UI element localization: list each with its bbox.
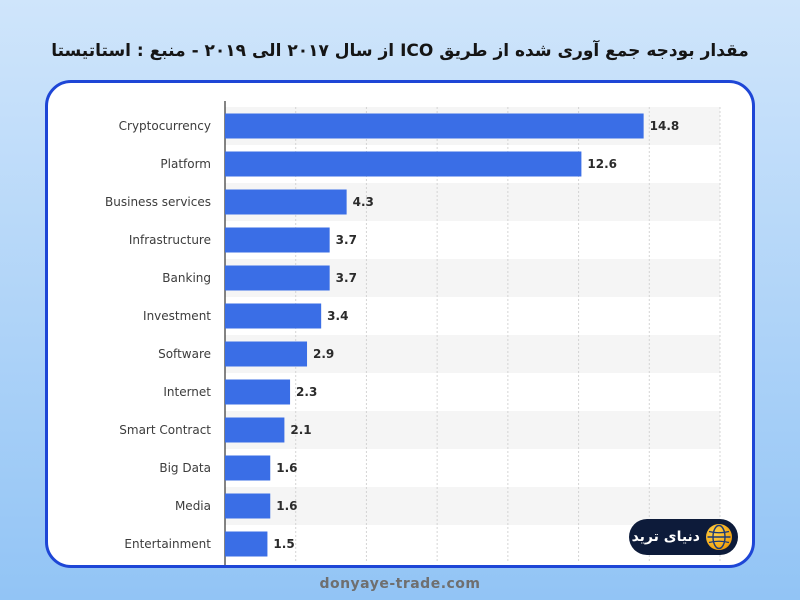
bar bbox=[225, 189, 347, 215]
brand-logo: دنیای ترید bbox=[629, 519, 738, 555]
value-label: 2.9 bbox=[313, 347, 334, 361]
value-label: 4.3 bbox=[353, 195, 374, 209]
category-label: Business services bbox=[105, 195, 211, 209]
brand-logo-text: دنیای ترید bbox=[631, 529, 700, 545]
bar bbox=[225, 227, 330, 253]
category-label: Infrastructure bbox=[129, 233, 211, 247]
site-url: donyaye-trade.com bbox=[319, 576, 481, 592]
category-label: Entertainment bbox=[124, 537, 211, 551]
category-label: Cryptocurrency bbox=[119, 119, 211, 133]
globe-icon bbox=[706, 524, 732, 550]
value-label: 3.4 bbox=[327, 309, 348, 323]
row-band bbox=[225, 411, 720, 449]
value-label: 12.6 bbox=[587, 157, 617, 171]
bar bbox=[225, 113, 644, 139]
bar bbox=[225, 341, 308, 367]
category-label: Media bbox=[175, 499, 211, 513]
bar bbox=[225, 265, 330, 291]
bar bbox=[225, 455, 271, 481]
page-title: مقدار بودجه جمع آوری شده از طریق ICO از … bbox=[51, 41, 749, 61]
value-label: 2.1 bbox=[290, 423, 311, 437]
value-label: 14.8 bbox=[650, 119, 680, 133]
value-label: 1.5 bbox=[273, 537, 294, 551]
category-label: Software bbox=[158, 347, 211, 361]
row-band bbox=[225, 487, 720, 525]
category-label: Internet bbox=[163, 385, 211, 399]
bar bbox=[225, 417, 285, 443]
value-label: 3.7 bbox=[336, 233, 357, 247]
value-label: 1.6 bbox=[276, 461, 297, 475]
category-label: Investment bbox=[143, 309, 211, 323]
category-label: Big Data bbox=[159, 461, 211, 475]
value-label: 3.7 bbox=[336, 271, 357, 285]
chart-card: Cryptocurrency 14.8 Platform 12.6 Business s… bbox=[45, 80, 755, 568]
bar bbox=[225, 151, 582, 177]
category-label: Smart Contract bbox=[119, 423, 211, 437]
row-band bbox=[225, 335, 720, 373]
category-label: Platform bbox=[160, 157, 211, 171]
value-label: 2.3 bbox=[296, 385, 317, 399]
bar bbox=[225, 531, 268, 557]
bar bbox=[225, 493, 271, 519]
value-label: 1.6 bbox=[276, 499, 297, 513]
category-label: Banking bbox=[162, 271, 211, 285]
bar bbox=[225, 379, 291, 405]
bar-chart: Cryptocurrency 14.8 Platform 12.6 Business s… bbox=[105, 101, 721, 565]
bar bbox=[225, 303, 322, 329]
